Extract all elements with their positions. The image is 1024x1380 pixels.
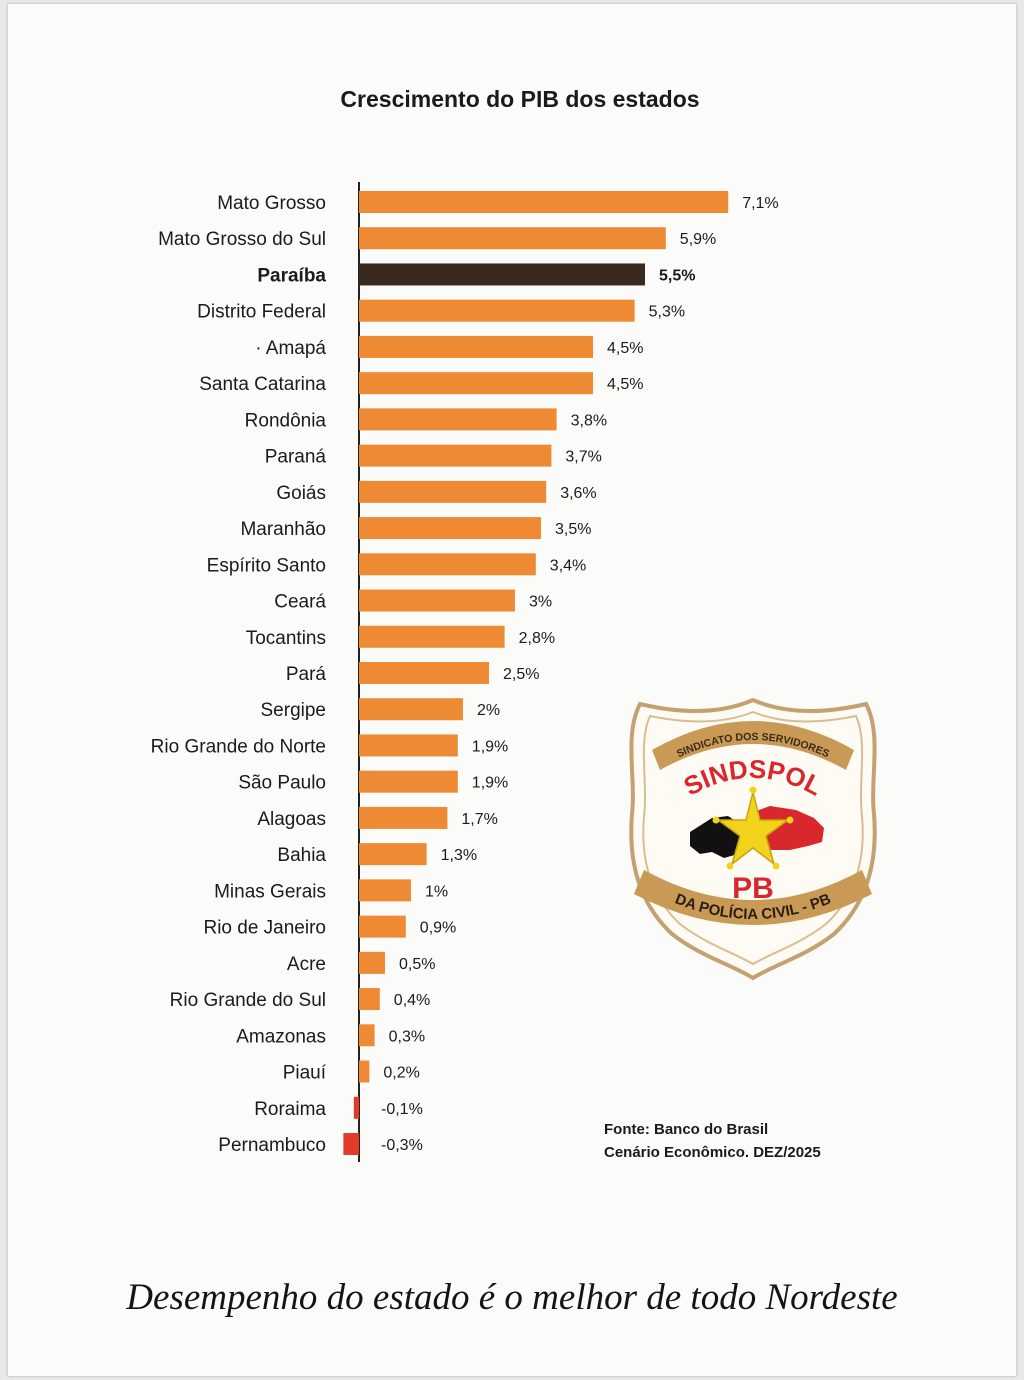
value-label-26: -0,3% [381,1137,423,1154]
bar-12 [359,625,505,648]
category-label-25: Roraima [254,1099,326,1120]
bar-1 [359,227,666,250]
category-label-8: Goiás [276,483,326,504]
bar-6 [359,408,557,431]
bar-11 [359,589,515,612]
category-label-13: Pará [286,664,327,685]
category-label-15: Rio Grande do Norte [151,736,326,757]
value-label-20: 0,9% [420,920,456,937]
sindspol-logo: SINDICATO DOS SERVIDORES SINDSPOL PB DA … [629,697,877,981]
bottom-ribbon [634,870,872,925]
category-label-3: Distrito Federal [197,302,326,323]
bar-9 [359,517,541,540]
value-label-4: 4,5% [607,340,643,357]
value-label-12: 2,8% [519,630,555,647]
bar-26 [343,1133,359,1155]
value-label-10: 3,4% [550,557,586,574]
category-label-7: Paraná [265,447,327,468]
bar-14 [359,698,463,721]
category-label-16: São Paulo [238,773,326,794]
value-label-8: 3,6% [560,485,596,502]
value-label-13: 2,5% [503,666,539,683]
bar-18 [359,843,427,866]
value-label-17: 1,7% [461,811,497,828]
category-label-26: Pernambuco [218,1135,326,1156]
value-label-21: 0,5% [399,956,435,973]
value-label-3: 5,3% [649,304,685,321]
bar-2 [359,263,645,286]
category-label-23: Amazonas [236,1026,326,1047]
badge-inner-outline [642,710,864,966]
category-label-9: Maranhão [240,519,326,540]
category-label-11: Ceará [274,592,326,613]
value-label-9: 3,5% [555,521,591,538]
value-label-6: 3,8% [571,412,607,429]
category-label-1: Mato Grosso do Sul [158,229,326,250]
value-label-24: 0,2% [383,1065,419,1082]
value-label-25: -0,1% [381,1101,423,1118]
bar-23 [359,1024,375,1047]
value-label-0: 7,1% [742,195,778,212]
category-label-0: Mato Grosso [217,193,326,214]
source-line-1: Fonte: Banco do Brasil [604,1121,769,1138]
bar-25 [353,1096,359,1119]
bar-24 [359,1060,370,1083]
bar-15 [359,734,458,757]
value-label-5: 4,5% [607,376,643,393]
category-label-5: Santa Catarina [199,374,326,395]
category-label-4: · Amapá [255,338,326,359]
bar-22 [359,988,380,1011]
bar-4 [359,335,593,358]
bar-7 [359,444,552,467]
bar-13 [359,662,489,684]
bar-16 [359,770,458,793]
bar-20 [359,915,406,938]
logo-state: PB [732,872,774,905]
category-label-10: Espírito Santo [207,555,326,576]
bar-5 [359,372,593,395]
bar-21 [359,951,385,974]
chart-source: Fonte: Banco do Brasil Cenário Econômico… [604,1118,821,1164]
value-label-11: 3% [529,594,552,611]
category-label-14: Sergipe [261,700,327,721]
value-label-16: 1,9% [472,775,508,792]
bar-8 [359,480,547,503]
value-label-1: 5,9% [680,231,716,248]
star-icon [715,791,791,866]
source-line-2: Cenário Econômico. DEZ/2025 [604,1144,821,1161]
category-label-20: Rio de Janeiro [203,918,326,939]
value-label-23: 0,3% [389,1028,425,1045]
value-label-19: 1% [425,883,448,900]
value-label-15: 1,9% [472,738,508,755]
top-ribbon [652,721,854,770]
category-label-24: Piauí [283,1063,327,1084]
category-label-2: Paraíba [257,265,326,286]
value-label-18: 1,3% [441,847,477,864]
bar-3 [359,299,635,322]
value-label-2: 5,5% [659,267,695,284]
category-label-22: Rio Grande do Sul [170,990,326,1011]
bar-19 [359,879,411,902]
headline: Desempenho do estado é o melhor de todo … [126,1277,898,1318]
bar-17 [359,806,448,829]
value-label-7: 3,7% [565,449,601,466]
bar-10 [359,553,536,576]
category-label-18: Bahia [277,845,326,866]
value-label-22: 0,4% [394,992,430,1009]
category-label-17: Alagoas [257,809,326,830]
category-label-21: Acre [287,954,326,975]
category-label-6: Rondônia [245,410,327,431]
bar-0 [359,191,729,213]
chart-title: Crescimento do PIB dos estados [340,86,700,112]
category-label-19: Minas Gerais [214,881,326,902]
value-label-14: 2% [477,702,500,719]
category-label-12: Tocantins [246,628,326,649]
